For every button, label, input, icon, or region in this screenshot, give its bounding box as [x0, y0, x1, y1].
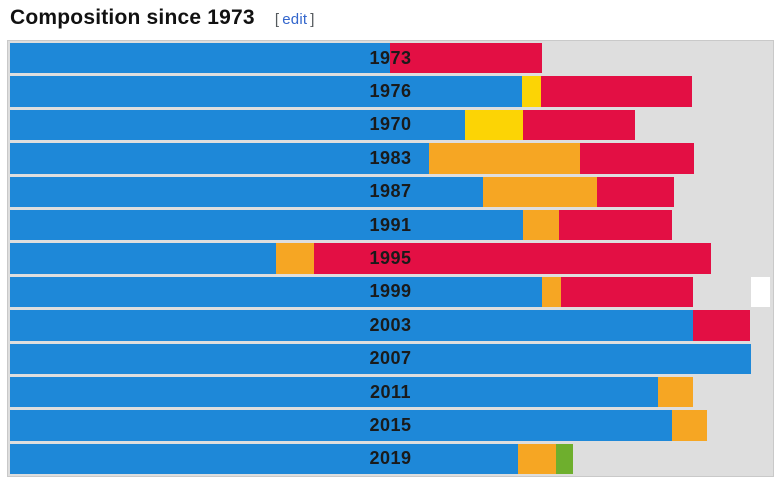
- segment-blue: [10, 310, 693, 341]
- composition-row-1983: 1983: [10, 143, 771, 174]
- segment-gray: [692, 276, 752, 308]
- bar-track: [10, 376, 771, 408]
- bar-track: [10, 410, 771, 441]
- segment-blue: [10, 143, 430, 174]
- segment-red: [560, 276, 693, 308]
- composition-row-2011: 2011: [10, 376, 771, 408]
- composition-row-1991: 1991: [10, 209, 771, 241]
- segment-yellow: [522, 76, 542, 107]
- edit-open-bracket: [: [274, 11, 280, 28]
- composition-row-1995: 1995: [10, 243, 771, 274]
- bar-track: [10, 176, 771, 207]
- bar-track: [10, 310, 771, 341]
- segment-red: [314, 243, 711, 274]
- composition-row-2019: 2019: [10, 443, 771, 475]
- segment-blue: [10, 376, 658, 408]
- bar-track: [10, 243, 771, 274]
- segment-red: [389, 43, 542, 74]
- segment-red: [522, 109, 635, 141]
- segment-orange: [429, 143, 580, 174]
- segment-red: [596, 176, 675, 207]
- bar-track: [10, 43, 771, 74]
- bar-track: [10, 276, 771, 308]
- segment-blue: [10, 343, 752, 374]
- bar-track: [10, 109, 771, 141]
- edit-section: [edit]: [275, 11, 315, 28]
- section-heading: Composition since 1973 [edit]: [10, 6, 315, 30]
- bar-track: [10, 209, 771, 241]
- segment-white: [751, 276, 771, 308]
- segment-orange: [483, 176, 597, 207]
- segment-green: [556, 443, 574, 475]
- segment-red: [579, 143, 695, 174]
- segment-blue: [10, 209, 523, 241]
- segment-blue: [10, 109, 466, 141]
- bar-track: [10, 443, 771, 475]
- bar-track: [10, 143, 771, 174]
- composition-row-2007: 2007: [10, 343, 771, 374]
- composition-row-1976: 1976: [10, 76, 771, 107]
- segment-orange: [541, 276, 561, 308]
- edit-link[interactable]: edit: [282, 11, 308, 28]
- composition-chart: 1973 1976 1970 1983 1987 1991 1995 1999 2003 2007…: [7, 40, 774, 477]
- segment-orange: [518, 443, 557, 475]
- segment-blue: [10, 43, 390, 74]
- segment-blue: [10, 76, 523, 107]
- segment-orange: [657, 376, 693, 408]
- segment-blue: [10, 443, 519, 475]
- segment-blue: [10, 243, 276, 274]
- segment-red: [559, 209, 673, 241]
- composition-row-1999: 1999: [10, 276, 771, 308]
- segment-yellow: [465, 109, 523, 141]
- bar-track: [10, 343, 771, 374]
- page-title: Composition since 1973: [10, 6, 255, 29]
- composition-row-2015: 2015: [10, 410, 771, 441]
- composition-row-2003: 2003: [10, 310, 771, 341]
- segment-red: [541, 76, 692, 107]
- edit-close-bracket: ]: [310, 11, 315, 28]
- segment-orange: [275, 243, 315, 274]
- composition-row-1973: 1973: [10, 43, 771, 74]
- segment-blue: [10, 410, 673, 441]
- segment-blue: [10, 276, 542, 308]
- composition-row-1970: 1970: [10, 109, 771, 141]
- bar-track: [10, 76, 771, 107]
- segment-red: [692, 310, 751, 341]
- segment-orange: [672, 410, 708, 441]
- segment-orange: [522, 209, 560, 241]
- segment-blue: [10, 176, 484, 207]
- composition-row-1987: 1987: [10, 176, 771, 207]
